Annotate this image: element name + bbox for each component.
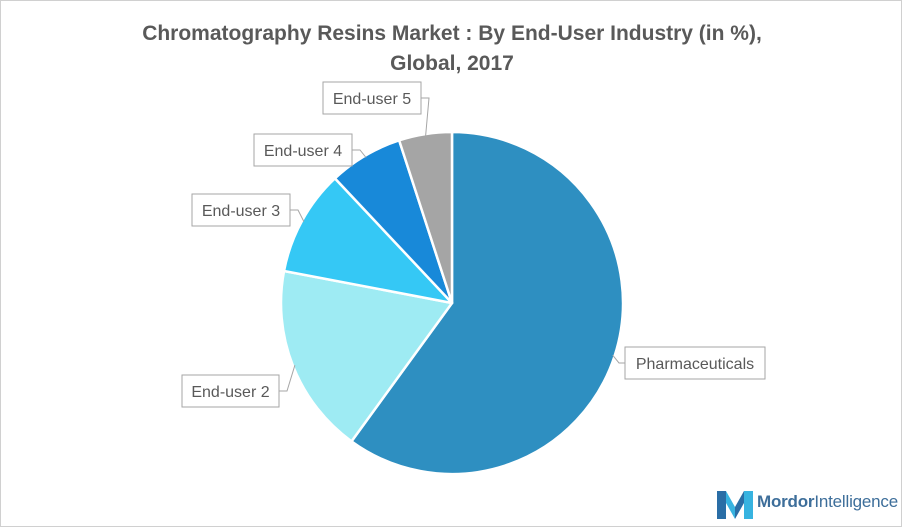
- slice-label-3: End-user 3: [202, 203, 280, 220]
- chart-title: Chromatography Resins Market : By End-Us…: [1, 19, 901, 79]
- brand-name-part-2: Intelligence: [814, 492, 898, 511]
- slice-label-2: End-user 2: [191, 384, 269, 401]
- chart-title-line-1: Chromatography Resins Market : By End-Us…: [142, 22, 762, 45]
- pie-slice-5: [397, 130, 454, 305]
- callout-leader-3: [290, 209, 305, 222]
- callout-leader-5: [421, 97, 430, 137]
- brand-mark-icon: [717, 491, 753, 519]
- callout-box-3: [191, 193, 291, 227]
- callout-box-4: [253, 133, 353, 167]
- pie-slice-2: [279, 269, 454, 443]
- brand-name-part-1: Mordor: [757, 492, 815, 511]
- callout-leader-2: [279, 365, 296, 392]
- pie-slice-3: [282, 177, 454, 305]
- pie-slices: [279, 130, 625, 476]
- brand-name: MordorIntelligence: [757, 492, 898, 512]
- callout-box-2: [181, 374, 280, 408]
- slice-label-1: Pharmaceuticals: [636, 356, 754, 373]
- brand-logo: MordorIntelligence: [717, 489, 898, 519]
- slice-label-5: End-user 5: [333, 91, 411, 108]
- callout-leader-1: [612, 354, 625, 364]
- callout-box-1: [624, 346, 766, 380]
- callout-box-5: [322, 81, 422, 115]
- chart-title-line-2: Global, 2017: [390, 52, 514, 75]
- callout-leader-4: [352, 149, 367, 158]
- pie-slice-1: [350, 130, 625, 476]
- slice-label-4: End-user 4: [264, 143, 342, 160]
